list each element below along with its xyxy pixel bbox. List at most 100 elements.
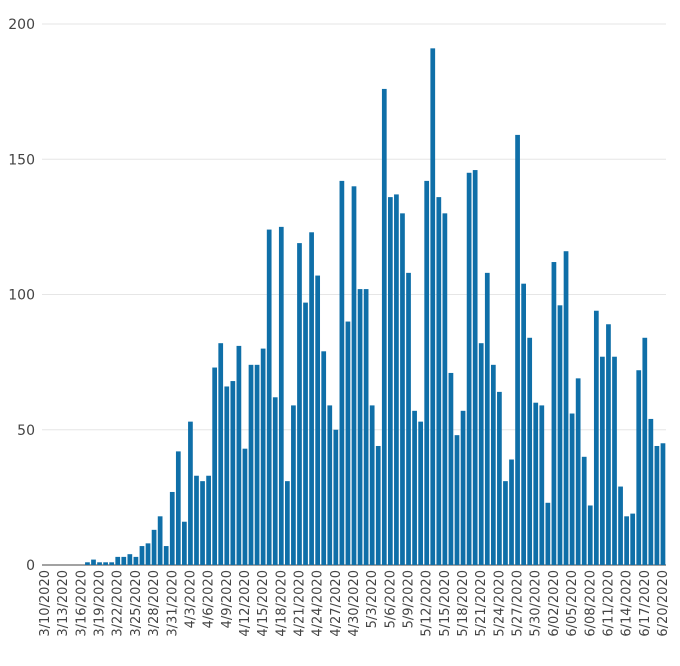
x-tick-label: 6/08/2020	[583, 570, 598, 637]
x-tick-label: 4/21/2020	[292, 570, 307, 637]
bar-4/1/2020	[175, 451, 181, 565]
x-axis-ticks: 3/10/2020 3/13/2020 3/16/2020 3/19/2020 3/22…	[38, 570, 671, 637]
bar-5/24/2020	[497, 391, 502, 565]
bar-3/21/2020	[109, 562, 115, 565]
bar-6/13/2020	[618, 486, 623, 565]
bar-5/16/2020	[448, 372, 454, 565]
bar-5/30/2020	[533, 402, 539, 565]
bar-3/17/2020	[85, 562, 90, 565]
bar-4/26/2020	[327, 405, 333, 565]
bar-4/11/2020	[236, 345, 242, 565]
x-tick-label: 3/13/2020	[56, 570, 71, 637]
bar-5/11/2020	[418, 421, 424, 565]
bar-4/24/2020	[315, 275, 321, 565]
bar-3/31/2020	[169, 491, 175, 565]
bar-4/18/2020	[278, 226, 284, 565]
bar-5/2/2020	[363, 289, 369, 565]
bar-4/6/2020	[206, 475, 211, 565]
bar-3/26/2020	[139, 546, 145, 565]
bar-3/19/2020	[97, 562, 102, 565]
bar-4/2/2020	[182, 521, 187, 565]
bar-5/5/2020	[381, 88, 387, 566]
bar-4/7/2020	[212, 367, 218, 565]
bar-6/20/2020	[660, 443, 666, 565]
x-tick-label: 6/14/2020	[620, 570, 635, 637]
bar-5/26/2020	[509, 459, 514, 565]
x-tick-label: 4/27/2020	[329, 570, 344, 637]
bar-6/01/2020	[545, 502, 551, 565]
bar-4/27/2020	[333, 429, 339, 565]
bar-6/08/2020	[587, 505, 593, 565]
bar-5/31/2020	[539, 405, 545, 565]
bar-6/07/2020	[581, 456, 587, 565]
x-tick-label: 6/17/2020	[638, 570, 653, 637]
bar-6/11/2020	[606, 324, 611, 565]
bar-4/14/2020	[254, 364, 260, 565]
bar-5/20/2020	[472, 170, 478, 565]
bar-5/19/2020	[466, 172, 472, 565]
x-tick-label: 5/12/2020	[420, 570, 435, 637]
x-tick-label: 5/9/2020	[402, 570, 417, 628]
x-tick-label: 3/16/2020	[74, 570, 89, 637]
bar-6/18/2020	[648, 418, 654, 565]
bar-6/15/2020	[630, 513, 636, 565]
bar-3/23/2020	[121, 556, 127, 565]
bar-4/19/2020	[284, 481, 290, 565]
y-tick-label: 150	[8, 152, 35, 168]
bar-6/06/2020	[575, 378, 581, 565]
bar-4/9/2020	[224, 386, 230, 565]
x-tick-label: 5/30/2020	[529, 570, 544, 637]
x-tick-label: 4/18/2020	[274, 570, 289, 637]
bar-4/4/2020	[194, 475, 199, 565]
bar-5/3/2020	[369, 405, 375, 565]
x-tick-label: 3/31/2020	[165, 570, 180, 637]
bar-5/28/2020	[521, 283, 526, 565]
x-tick-label: 6/11/2020	[601, 570, 616, 637]
bar-6/04/2020	[563, 251, 569, 565]
bar-3/24/2020	[127, 554, 133, 565]
x-tick-label: 5/15/2020	[438, 570, 453, 637]
bar-5/27/2020	[515, 134, 520, 565]
bar-5/22/2020	[484, 272, 490, 565]
bar-4/8/2020	[218, 343, 224, 565]
x-tick-label: 3/10/2020	[38, 570, 53, 637]
bar-6/10/2020	[600, 356, 605, 565]
bar-6/09/2020	[593, 310, 599, 565]
bar-3/30/2020	[163, 546, 169, 565]
x-tick-label: 4/3/2020	[183, 570, 198, 628]
bar-4/30/2020	[351, 186, 357, 566]
bar-5/13/2020	[430, 48, 436, 566]
y-tick-label: 100	[8, 288, 35, 304]
bar-3/27/2020	[145, 543, 151, 565]
bar-3/29/2020	[157, 516, 163, 565]
bar-4/12/2020	[242, 448, 248, 565]
bar-4/5/2020	[200, 481, 205, 565]
x-tick-label: 5/21/2020	[474, 570, 489, 637]
bar-3/20/2020	[103, 562, 108, 565]
bar-5/25/2020	[503, 481, 508, 565]
bar-4/29/2020	[345, 321, 351, 565]
x-tick-label: 4/24/2020	[311, 570, 326, 637]
x-tick-label: 3/22/2020	[111, 570, 126, 637]
bar-3/25/2020	[133, 556, 139, 565]
bar-5/12/2020	[424, 180, 430, 565]
bar-3/18/2020	[91, 559, 96, 565]
bar-4/28/2020	[339, 180, 345, 565]
bar-5/4/2020	[375, 445, 381, 565]
x-tick-label: 5/27/2020	[511, 570, 526, 637]
bars	[85, 48, 666, 566]
x-tick-label: 5/18/2020	[456, 570, 471, 637]
x-tick-label: 4/15/2020	[256, 570, 271, 637]
x-tick-label: 6/20/2020	[656, 570, 671, 637]
bar-4/16/2020	[266, 229, 272, 565]
bar-5/1/2020	[357, 289, 363, 565]
bar-4/22/2020	[303, 302, 308, 565]
y-tick-label: 200	[8, 17, 35, 33]
bar-4/23/2020	[309, 232, 314, 565]
bar-5/17/2020	[454, 435, 460, 565]
x-tick-label: 4/6/2020	[202, 570, 217, 628]
y-tick-label: 50	[17, 423, 35, 439]
bar-5/10/2020	[412, 410, 417, 565]
x-tick-label: 5/6/2020	[383, 570, 398, 628]
